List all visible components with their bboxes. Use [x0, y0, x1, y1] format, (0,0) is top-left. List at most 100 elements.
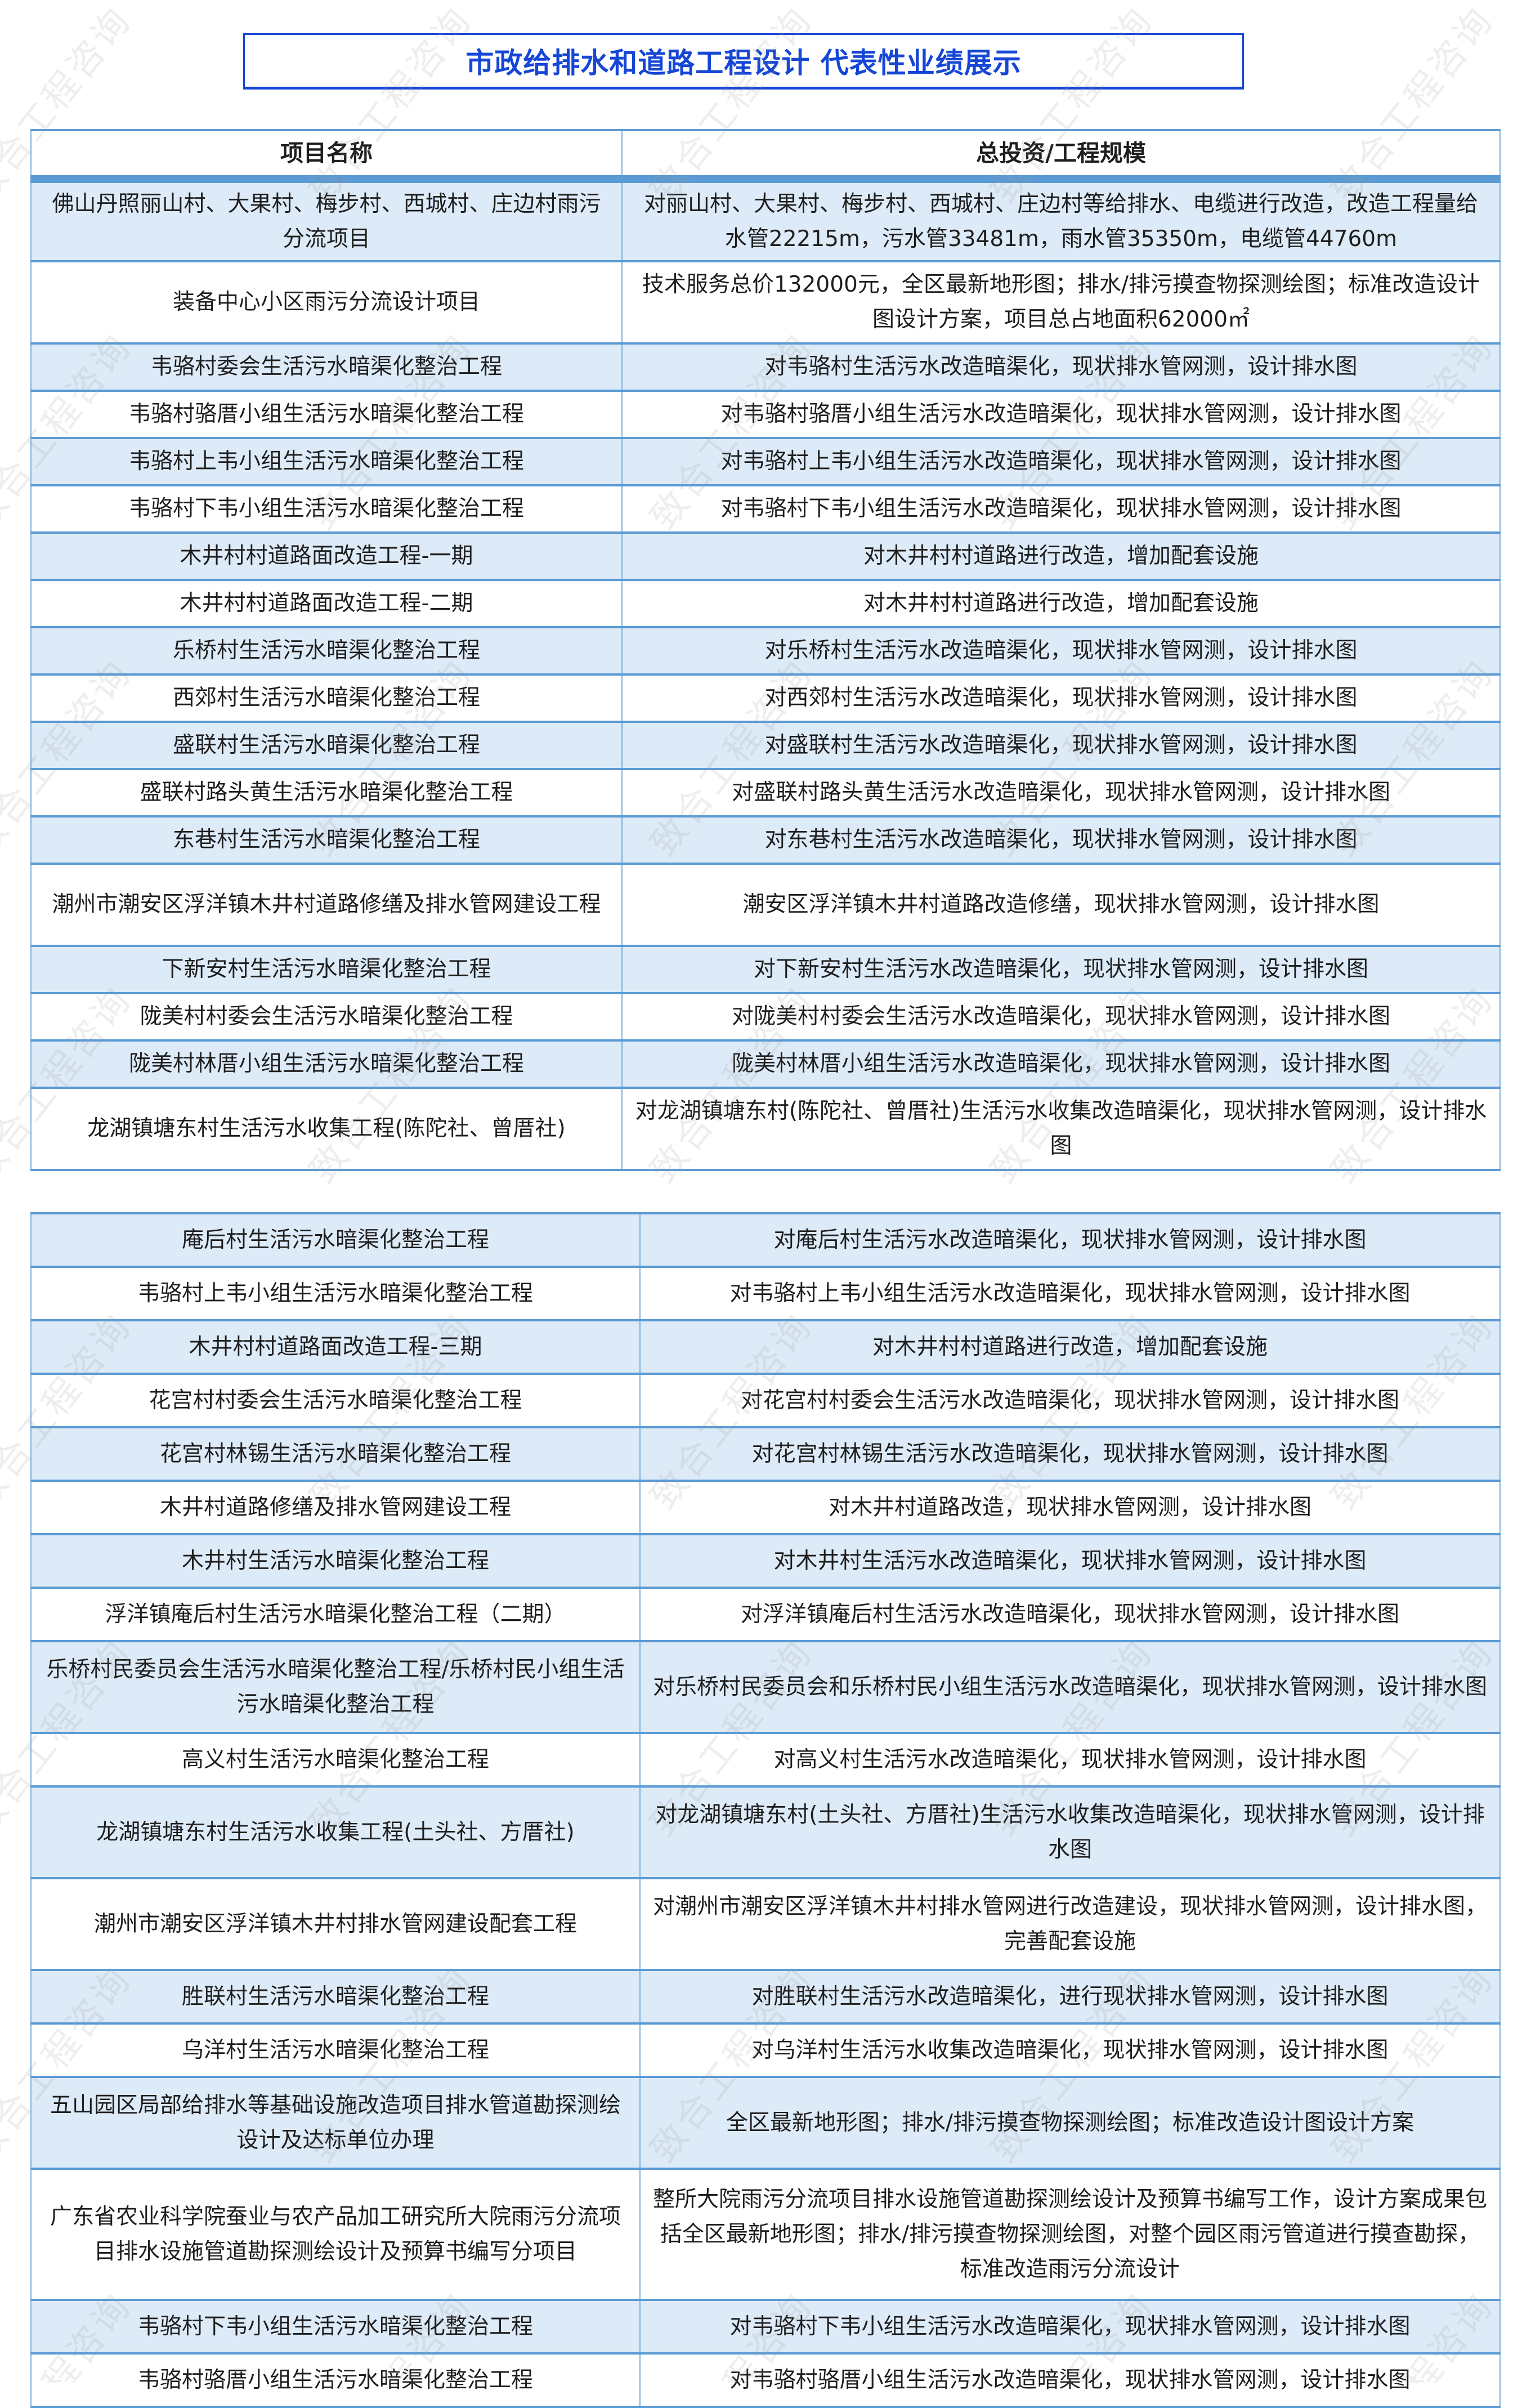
project-name-cell: 乐桥村民委员会生活污水暗渠化整治工程/乐桥村民小组生活污水暗渠化整治工程 — [30, 1640, 641, 1734]
investment-scale-cell: 对盛联村生活污水改造暗渠化，现状排水管网测，设计排水图 — [621, 721, 1501, 770]
table-row: 韦骆村委会生活污水暗渠化整治工程 对韦骆村生活污水改造暗渠化，现状排水管网测，设计… — [30, 342, 1501, 392]
table-row: 花宫村村委会生活污水暗渠化整治工程 对花宫村村委会生活污水改造暗渠化，现状排水管网… — [30, 1373, 1501, 1428]
table-row: 木井村村道路面改造工程-一期 对木井村村道路进行改造，增加配套设施 — [30, 531, 1501, 581]
project-name-cell: 乐桥村生活污水暗渠化整治工程 — [30, 626, 623, 676]
investment-scale-cell: 全区最新地形图；排水/排污摸查物探测绘图；标准改造设计图设计方案 — [639, 2076, 1501, 2170]
table-row: 韦骆村下韦小组生活污水暗渠化整治工程 对韦骆村下韦小组生活污水改造暗渠化，现状排水… — [30, 484, 1501, 534]
table-row: 浮洋镇庵后村生活污水暗渠化整治工程（二期） 对浮洋镇庵后村生活污水改造暗渠化，现状… — [30, 1587, 1501, 1642]
table-row: 韦骆村骆厝小组生活污水暗渠化整治工程 对韦骆村骆厝小组生活污水改造暗渠化，现状排水… — [30, 390, 1501, 439]
performance-table-2: 庵后村生活污水暗渠化整治工程 对庵后村生活污水改造暗渠化，现状排水管网测，设计排水… — [30, 1212, 1501, 2408]
investment-scale-cell: 对花宫村林锡生活污水改造暗渠化，现状排水管网测，设计排水图 — [639, 1426, 1501, 1482]
table-row: 韦骆村骆厝小组生活污水暗渠化整治工程 对韦骆村骆厝小组生活污水改造暗渠化，现状排水… — [30, 2352, 1501, 2408]
investment-scale-cell: 对木井村村道路进行改造，增加配套设施 — [639, 1319, 1501, 1375]
project-name-cell: 韦骆村骆厝小组生活污水暗渠化整治工程 — [30, 2352, 641, 2408]
project-name-cell: 装备中心小区雨污分流设计项目 — [30, 260, 623, 345]
table-row: 乐桥村生活污水暗渠化整治工程 对乐桥村生活污水改造暗渠化，现状排水管网测，设计排水… — [30, 626, 1501, 676]
investment-scale-cell: 对潮州市潮安区浮洋镇木井村排水管网进行改造建设，现状排水管网测，设计排水图，完善… — [639, 1877, 1501, 1971]
investment-scale-cell: 对韦骆村骆厝小组生活污水改造暗渠化，现状排水管网测，设计排水图 — [639, 2352, 1501, 2408]
project-name-cell: 韦骆村委会生活污水暗渠化整治工程 — [30, 342, 623, 392]
project-name-cell: 木井村村道路面改造工程-三期 — [30, 1319, 641, 1375]
table-row: 花宫村林锡生活污水暗渠化整治工程 对花宫村林锡生活污水改造暗渠化，现状排水管网测，… — [30, 1426, 1501, 1482]
table-row: 龙湖镇塘东村生活污水收集工程(土头社、方厝社) 对龙湖镇塘东村(土头社、方厝社)生… — [30, 1785, 1501, 1879]
project-name-cell: 庵后村生活污水暗渠化整治工程 — [30, 1212, 641, 1268]
table-row: 五山园区局部给排水等基础设施改造项目排水管道勘探测绘设计及达标单位办理 全区最新地… — [30, 2076, 1501, 2170]
table-row: 木井村村道路面改造工程-三期 对木井村村道路进行改造，增加配套设施 — [30, 1319, 1501, 1375]
investment-scale-cell: 对韦骆村骆厝小组生活污水改造暗渠化，现状排水管网测，设计排水图 — [621, 390, 1501, 439]
project-name-cell: 五山园区局部给排水等基础设施改造项目排水管道勘探测绘设计及达标单位办理 — [30, 2076, 641, 2170]
investment-scale-cell: 对韦骆村上韦小组生活污水改造暗渠化，现状排水管网测，设计排水图 — [621, 437, 1501, 486]
investment-scale-cell: 对乐桥村生活污水改造暗渠化，现状排水管网测，设计排水图 — [621, 626, 1501, 676]
investment-scale-cell: 对花宫村村委会生活污水改造暗渠化，现状排水管网测，设计排水图 — [639, 1373, 1501, 1428]
project-name-cell: 木井村村道路面改造工程-一期 — [30, 531, 623, 581]
table-row: 木井村道路修缮及排水管网建设工程 对木井村道路改造，现状排水管网测，设计排水图 — [30, 1480, 1501, 1535]
table-row: 韦骆村上韦小组生活污水暗渠化整治工程 对韦骆村上韦小组生活污水改造暗渠化，现状排水… — [30, 437, 1501, 486]
investment-scale-cell: 对下新安村生活污水改造暗渠化，现状排水管网测，设计排水图 — [621, 945, 1501, 994]
project-name-cell: 韦骆村上韦小组生活污水暗渠化整治工程 — [30, 1266, 641, 1321]
investment-scale-cell: 对浮洋镇庵后村生活污水改造暗渠化，现状排水管网测，设计排水图 — [639, 1587, 1501, 1642]
investment-scale-cell: 对乌洋村生活污水收集改造暗渠化，现状排水管网测，设计排水图 — [639, 2022, 1501, 2078]
investment-scale-cell: 对木井村道路改造，现状排水管网测，设计排水图 — [639, 1480, 1501, 1535]
project-name-cell: 西郊村生活污水暗渠化整治工程 — [30, 673, 623, 723]
project-name-cell: 龙湖镇塘东村生活污水收集工程(土头社、方厝社) — [30, 1785, 641, 1879]
investment-scale-cell: 陇美村林厝小组生活污水改造暗渠化，现状排水管网测，设计排水图 — [621, 1039, 1501, 1089]
table-row: 广东省农业科学院蚕业与农产品加工研究所大院雨污分流项目排水设施管道勘探测绘设计及… — [30, 2168, 1501, 2301]
investment-scale-cell: 对韦骆村下韦小组生活污水改造暗渠化，现状排水管网测，设计排水图 — [639, 2299, 1501, 2355]
project-name-cell: 韦骆村骆厝小组生活污水暗渠化整治工程 — [30, 390, 623, 439]
investment-scale-cell: 对东巷村生活污水改造暗渠化，现状排水管网测，设计排水图 — [621, 815, 1501, 865]
investment-scale-cell: 对木井村生活污水改造暗渠化，现状排水管网测，设计排水图 — [639, 1533, 1501, 1589]
investment-scale-cell: 潮安区浮洋镇木井村道路改造修缮，现状排水管网测，设计排水图 — [621, 863, 1501, 947]
project-name-cell: 胜联村生活污水暗渠化整治工程 — [30, 1969, 641, 2025]
table-row: 高义村生活污水暗渠化整治工程 对高义村生活污水改造暗渠化，现状排水管网测，设计排水… — [30, 1732, 1501, 1788]
project-name-cell: 高义村生活污水暗渠化整治工程 — [30, 1732, 641, 1788]
table-row: 胜联村生活污水暗渠化整治工程 对胜联村生活污水改造暗渠化，进行现状排水管网测，设计… — [30, 1969, 1501, 2025]
investment-scale-cell: 对胜联村生活污水改造暗渠化，进行现状排水管网测，设计排水图 — [639, 1969, 1501, 2025]
table-row: 木井村生活污水暗渠化整治工程 对木井村生活污水改造暗渠化，现状排水管网测，设计排水… — [30, 1533, 1501, 1589]
table-row: 陇美村村委会生活污水暗渠化整治工程 对陇美村村委会生活污水改造暗渠化，现状排水管网… — [30, 992, 1501, 1042]
investment-scale-cell: 对高义村生活污水改造暗渠化，现状排水管网测，设计排水图 — [639, 1732, 1501, 1788]
project-name-cell: 陇美村村委会生活污水暗渠化整治工程 — [30, 992, 623, 1042]
investment-scale-cell: 对盛联村路头黄生活污水改造暗渠化，现状排水管网测，设计排水图 — [621, 768, 1501, 817]
investment-scale-cell: 对龙湖镇塘东村(陈陀社、曾厝社)生活污水收集改造暗渠化，现状排水管网测，设计排水… — [621, 1087, 1501, 1171]
investment-scale-cell: 对西郊村生活污水改造暗渠化，现状排水管网测，设计排水图 — [621, 673, 1501, 723]
table-row: 韦骆村下韦小组生活污水暗渠化整治工程 对韦骆村下韦小组生活污水改造暗渠化，现状排水… — [30, 2299, 1501, 2355]
project-name-cell: 韦骆村上韦小组生活污水暗渠化整治工程 — [30, 437, 623, 486]
investment-scale-cell: 对龙湖镇塘东村(土头社、方厝社)生活污水收集改造暗渠化，现状排水管网测，设计排水… — [639, 1785, 1501, 1879]
project-name-cell: 木井村道路修缮及排水管网建设工程 — [30, 1480, 641, 1535]
project-name-cell: 乌洋村生活污水暗渠化整治工程 — [30, 2022, 641, 2078]
project-name-cell: 潮州市潮安区浮洋镇木井村排水管网建设配套工程 — [30, 1877, 641, 1971]
table-row: 陇美村林厝小组生活污水暗渠化整治工程 陇美村林厝小组生活污水改造暗渠化，现状排水管… — [30, 1039, 1501, 1089]
table-row: 佛山丹照丽山村、大果村、梅步村、西城村、庄边村雨污分流项目 对丽山村、大果村、梅步… — [30, 178, 1501, 262]
investment-scale-cell: 对韦骆村上韦小组生活污水改造暗渠化，现状排水管网测，设计排水图 — [639, 1266, 1501, 1321]
project-name-cell: 潮州市潮安区浮洋镇木井村道路修缮及排水管网建设工程 — [30, 863, 623, 947]
project-name-cell: 韦骆村下韦小组生活污水暗渠化整治工程 — [30, 2299, 641, 2355]
header-project-name: 项目名称 — [30, 129, 623, 183]
project-name-cell: 浮洋镇庵后村生活污水暗渠化整治工程（二期） — [30, 1587, 641, 1642]
project-name-cell: 盛联村路头黄生活污水暗渠化整治工程 — [30, 768, 623, 817]
table-row: 龙湖镇塘东村生活污水收集工程(陈陀社、曾厝社) 对龙湖镇塘东村(陈陀社、曾厝社)生… — [30, 1087, 1501, 1171]
table-row: 装备中心小区雨污分流设计项目 技术服务总价132000元，全区最新地形图；排水/排… — [30, 260, 1501, 345]
header-investment-scale: 总投资/工程规模 — [621, 129, 1501, 183]
project-name-cell: 龙湖镇塘东村生活污水收集工程(陈陀社、曾厝社) — [30, 1087, 623, 1171]
table-row: 潮州市潮安区浮洋镇木井村道路修缮及排水管网建设工程 潮安区浮洋镇木井村道路改造修缮… — [30, 863, 1501, 947]
project-name-cell: 盛联村生活污水暗渠化整治工程 — [30, 721, 623, 770]
page-title: 市政给排水和道路工程设计 代表性业绩展示 — [465, 47, 1022, 79]
investment-scale-cell: 整所大院雨污分流项目排水设施管道勘探测绘设计及预算书编写工作，设计方案成果包括全… — [639, 2168, 1501, 2301]
project-name-cell: 木井村村道路面改造工程-二期 — [30, 579, 623, 628]
table-row: 下新安村生活污水暗渠化整治工程 对下新安村生活污水改造暗渠化，现状排水管网测，设计… — [30, 945, 1501, 994]
project-name-cell: 东巷村生活污水暗渠化整治工程 — [30, 815, 623, 865]
project-name-cell: 木井村生活污水暗渠化整治工程 — [30, 1533, 641, 1589]
project-name-cell: 佛山丹照丽山村、大果村、梅步村、西城村、庄边村雨污分流项目 — [30, 178, 623, 262]
table-row: 韦骆村上韦小组生活污水暗渠化整治工程 对韦骆村上韦小组生活污水改造暗渠化，现状排水… — [30, 1266, 1501, 1321]
table-row: 潮州市潮安区浮洋镇木井村排水管网建设配套工程 对潮州市潮安区浮洋镇木井村排水管网进… — [30, 1877, 1501, 1971]
table-row: 庵后村生活污水暗渠化整治工程 对庵后村生活污水改造暗渠化，现状排水管网测，设计排水… — [30, 1212, 1501, 1268]
investment-scale-cell: 对庵后村生活污水改造暗渠化，现状排水管网测，设计排水图 — [639, 1212, 1501, 1268]
project-name-cell: 花宫村林锡生活污水暗渠化整治工程 — [30, 1426, 641, 1482]
table-row: 木井村村道路面改造工程-二期 对木井村村道路进行改造，增加配套设施 — [30, 579, 1501, 628]
table-row: 盛联村路头黄生活污水暗渠化整治工程 对盛联村路头黄生活污水改造暗渠化，现状排水管网… — [30, 768, 1501, 817]
investment-scale-cell: 技术服务总价132000元，全区最新地形图；排水/排污摸查物探测绘图；标准改造设… — [621, 260, 1501, 345]
project-name-cell: 广东省农业科学院蚕业与农产品加工研究所大院雨污分流项目排水设施管道勘探测绘设计及… — [30, 2168, 641, 2301]
table-row: 盛联村生活污水暗渠化整治工程 对盛联村生活污水改造暗渠化，现状排水管网测，设计排水… — [30, 721, 1501, 770]
table-row: 西郊村生活污水暗渠化整治工程 对西郊村生活污水改造暗渠化，现状排水管网测，设计排水… — [30, 673, 1501, 723]
project-name-cell: 花宫村村委会生活污水暗渠化整治工程 — [30, 1373, 641, 1428]
investment-scale-cell: 对木井村村道路进行改造，增加配套设施 — [621, 579, 1501, 628]
